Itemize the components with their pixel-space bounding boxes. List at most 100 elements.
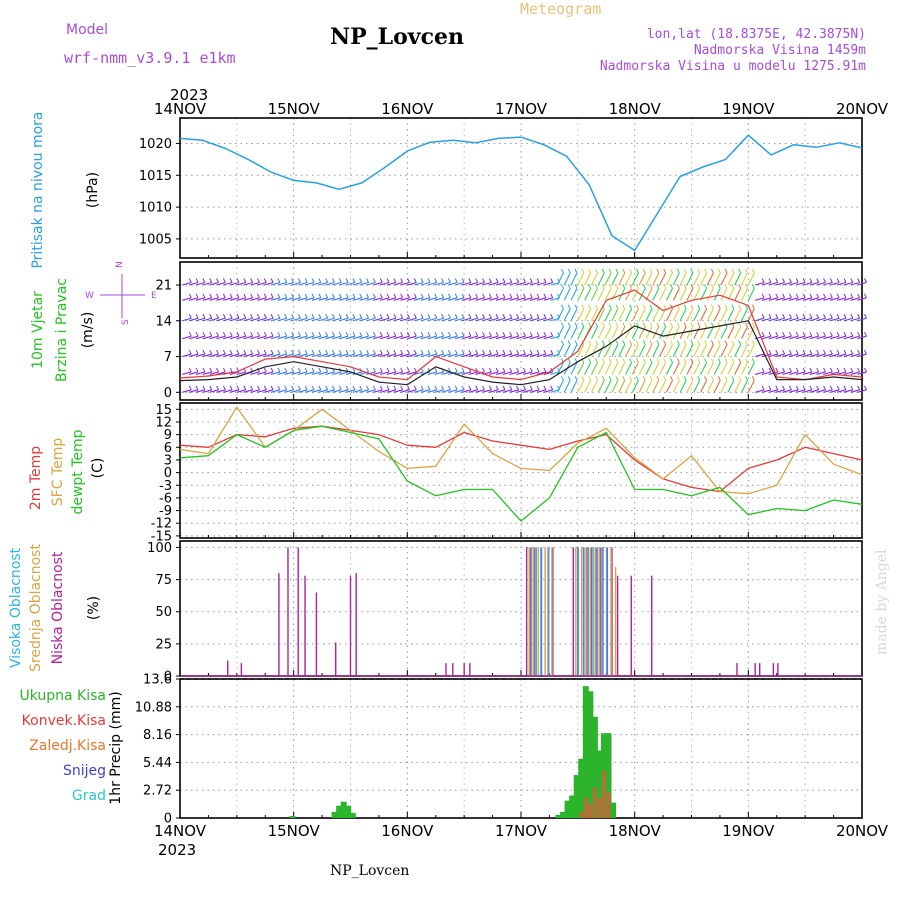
wind-barb-flag [550, 314, 554, 319]
wind-barb-flag [649, 284, 653, 289]
precip-conv-bar [602, 770, 606, 818]
wind-barb-flag [379, 278, 383, 283]
wind-barb [625, 272, 633, 286]
wind-barb-flag [629, 284, 633, 289]
wind-barb-flag [724, 358, 728, 363]
wind-barb [775, 335, 785, 340]
wind-barb [741, 326, 749, 339]
wind-barb-flag [393, 367, 397, 373]
wind-barb-flag [836, 278, 840, 283]
wind-barb [652, 288, 660, 301]
wind-barb-flag [297, 349, 301, 355]
wind-barb [631, 326, 639, 339]
wind-barb [809, 371, 819, 375]
wind-barb [468, 281, 478, 286]
wind-barb [475, 389, 485, 393]
wind-barb-flag [788, 385, 792, 391]
wind-barb [182, 389, 192, 393]
wind-barb [857, 281, 867, 286]
wind-barb-flag [250, 278, 254, 283]
wind-barb [666, 362, 673, 375]
wind-barb-flag [345, 293, 349, 299]
wind-barb [277, 389, 287, 393]
wind-barb [816, 389, 826, 393]
wind-barb-flag [588, 376, 592, 381]
wind-barb-flag [795, 278, 799, 283]
y-tick-label: 0 [164, 670, 172, 685]
wind-barb [789, 353, 799, 358]
wind-barb [502, 317, 512, 322]
wind-barb [795, 297, 806, 301]
wind-barb [332, 281, 342, 286]
wind-barb-flag [195, 349, 199, 355]
wind-barb-flag [595, 284, 598, 289]
wind-barb [441, 371, 451, 375]
wind-barb-flag [745, 268, 748, 274]
wind-barb-flag [768, 385, 772, 391]
wind-barb [229, 353, 240, 358]
wind-barb-flag [393, 278, 397, 283]
wind-barb-flag [407, 349, 410, 355]
wind-barb-flag [338, 314, 342, 319]
wind-barb-flag [768, 331, 772, 337]
wind-barb-flag [229, 314, 233, 319]
wind-barb [325, 317, 335, 322]
wind-barb [298, 317, 308, 322]
wind-barb-flag [222, 385, 226, 391]
wind-barb-flag [704, 322, 708, 327]
wind-barb [577, 272, 585, 286]
wind-barb [291, 297, 301, 301]
wind-barb-flag [731, 376, 735, 381]
wind-barb [270, 371, 281, 375]
wind-barb [420, 353, 431, 358]
wind-barb-flag [338, 331, 342, 337]
wind-barb [311, 371, 322, 375]
wind-barb-flag [635, 322, 639, 327]
wind-barb-flag [843, 314, 847, 319]
wind-barb [597, 380, 605, 393]
wind-barb-flag [468, 385, 472, 391]
wind-barb [495, 281, 506, 286]
wind-barb-flag [523, 385, 526, 391]
wind-barb-flag [372, 293, 376, 299]
wind-barb [631, 362, 639, 375]
wind-barb-flag [359, 385, 363, 391]
wind-barb-flag [809, 349, 813, 355]
wind-barb-flag [400, 278, 404, 283]
wind-barb [352, 371, 362, 375]
wind-barb-flag [864, 349, 867, 355]
wind-barb-flag [857, 278, 861, 283]
wind-barb [850, 335, 860, 340]
wind-barb-flag [704, 268, 708, 274]
date-tick-label: 20NOV [836, 100, 889, 118]
wind-barb [284, 353, 294, 358]
wind-barb-flag [738, 322, 742, 327]
wind-barb-flag [629, 358, 633, 363]
wind-barb-flag [809, 314, 813, 319]
wind-barb-flag [209, 278, 213, 283]
wind-barb-flag [795, 349, 799, 355]
wind-barb-flag [690, 322, 694, 327]
wind-barb-flag [697, 358, 701, 363]
wind-barb-flag [482, 349, 485, 355]
wind-barb [857, 297, 867, 301]
wind-barb-flag [738, 376, 742, 381]
wind-gust-line [179, 289, 863, 381]
wind-barb-flag [529, 314, 533, 319]
wind-barb [502, 335, 512, 340]
wind-barb-flag [843, 349, 847, 355]
wind-barb [652, 272, 660, 286]
wind-barb-flag [386, 349, 390, 355]
wind-barb [755, 317, 765, 322]
wind-barb-flag [188, 278, 192, 283]
wind-barb [352, 317, 362, 322]
wind-barb-flag [788, 293, 792, 299]
wind-barb [188, 317, 199, 322]
y-tick-label: 100 [147, 541, 172, 556]
wind-barb-flag [622, 358, 626, 363]
wind-barb-flag [543, 385, 547, 391]
wind-barb [631, 380, 639, 393]
wind-barb [427, 353, 437, 358]
wind-barb-flag [386, 385, 390, 391]
wind-barb [379, 281, 390, 286]
